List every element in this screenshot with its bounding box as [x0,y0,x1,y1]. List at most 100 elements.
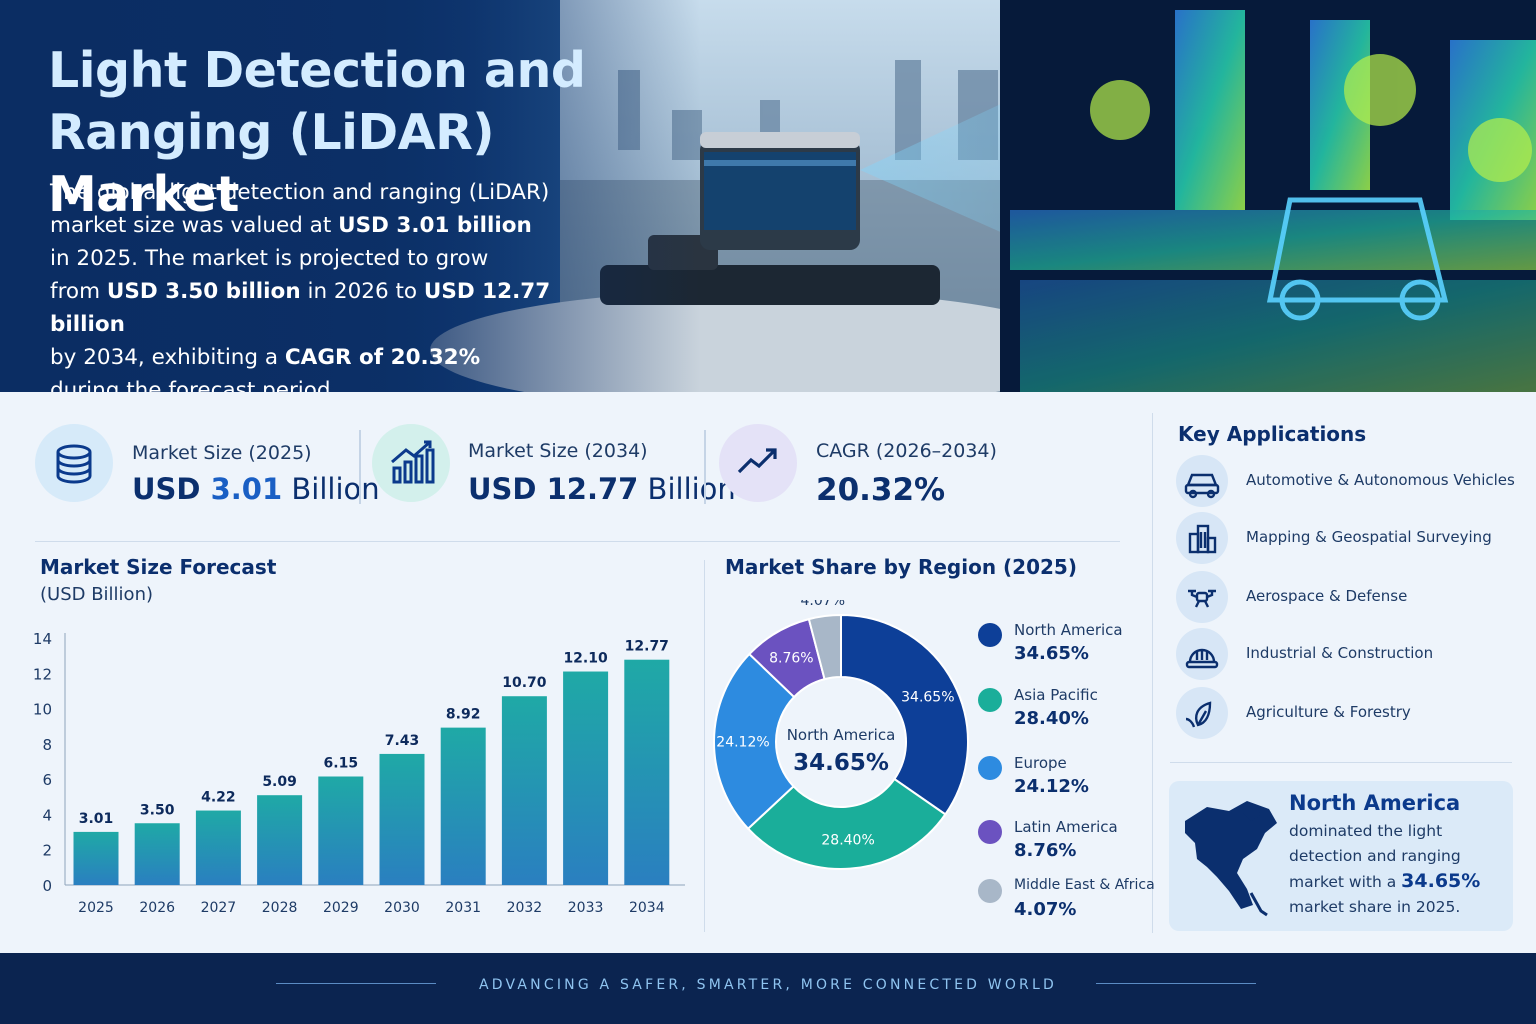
hero-desc-text: by 2034, exhibiting a [50,345,285,370]
section-divider [1170,762,1512,763]
bar-chart-unit: (USD Billion) [40,584,154,605]
x-tick-label: 2030 [384,900,420,916]
legend-value: 34.65% [1014,643,1089,664]
north-america-highlight: North America dominated the light detect… [1169,781,1513,931]
legend-value: 28.40% [1014,708,1089,729]
y-tick-label: 6 [42,771,52,789]
hero-title-line-2: Ranging (LiDAR) Market [48,102,648,226]
app-industrial: Industrial & Construction [1176,628,1516,680]
lidar-hero-illustration [0,0,1536,392]
bar-value-label: 8.92 [446,707,481,723]
legend-swatch [978,623,1002,647]
bar-value-label: 6.15 [324,755,359,771]
bar-value-label: 3.01 [79,811,114,827]
hero-title-line-1: Light Detection and [48,42,586,99]
coins-icon [35,424,113,502]
stat-market-size-2034: Market Size (2034) USD 12.77 Billion [372,424,736,508]
stat-market-size-2025: Market Size (2025) USD 3.01 Billion [35,424,380,508]
x-tick-label: 2031 [445,900,481,916]
hero-desc-text: in 2026 to [300,279,424,304]
slice-europe [713,652,796,831]
app-label: Mapping & Geospatial Surveying [1246,528,1492,546]
trend-up-icon [719,424,797,502]
legend-name: Middle East & Africa [1014,877,1155,893]
app-agriculture: Agriculture & Forestry [1176,687,1516,739]
x-tick-label: 2025 [78,900,114,916]
legend-swatch [978,756,1002,780]
bar-value-label: 12.77 [625,639,669,655]
stat-divider [359,430,361,504]
y-tick-label: 0 [42,877,52,895]
stat-value-prefix: USD [132,472,211,506]
app-automotive: Automotive & Autonomous Vehicles [1176,455,1516,507]
leaf-icon [1176,687,1228,739]
app-label: Automotive & Autonomous Vehicles [1246,471,1515,489]
bar-value-label: 10.70 [502,675,547,691]
x-tick-label: 2028 [262,900,298,916]
app-label: Industrial & Construction [1246,644,1434,662]
growth-chart-icon [372,424,450,502]
slice-asia-pacific [746,777,947,870]
highlight-text-a: dominated the light detection and rangin… [1289,822,1461,891]
stat-value: 20.32% [816,472,945,508]
hero-desc-line: The global light detection and ranging (… [50,180,550,205]
hero-desc-line: from USD 3.50 billion in 2026 to USD 12.… [50,275,610,341]
stat-value-number: 12.77 [546,472,639,506]
hero-desc-line: by 2034, exhibiting a CAGR of 20.32% [50,341,610,374]
slice-label: 8.76% [769,650,813,666]
hero-desc-text: market size was valued at [50,213,339,238]
hero-desc-text: from [50,279,107,304]
highlight-share: 34.65% [1401,870,1481,892]
stat-value-prefix: USD [468,472,547,506]
bar-2026 [134,823,180,885]
hero-desc-highlight: USD 3.50 billion [106,279,301,304]
x-tick-label: 2029 [323,900,359,916]
legend-value: 4.07% [1014,899,1077,920]
footer-divider [1096,983,1256,984]
region-share-donut-chart: 34.65% 28.40% 24.12% 8.76% 4.07% North Americ… [713,600,969,870]
bar-value-label: 7.43 [385,733,420,749]
slice-label: 28.40% [821,833,874,849]
legend-name: Latin America [1014,818,1118,836]
hero-desc-line: market size was valued at USD 3.01 billi… [50,209,610,242]
app-mapping: Mapping & Geospatial Surveying [1176,512,1516,564]
bar-2032 [501,696,547,885]
hero-desc-highlight: USD 12.77 billion [50,279,551,337]
stat-value: USD 12.77 Billion [468,472,736,506]
hero-desc-line: during the forecast period. [50,378,338,392]
legend-name: Europe [1014,754,1067,772]
bar-2025 [73,831,119,885]
bar-value-label: 4.22 [201,790,236,806]
stat-cagr: CAGR (2026–2034) 20.32% [719,424,1019,508]
highlight-text: dominated the light detection and rangin… [1289,819,1509,920]
section-divider [704,560,705,932]
app-label: Aerospace & Defense [1246,587,1408,605]
stat-value-number: 20.32% [816,472,946,508]
y-tick-label: 12 [33,665,52,683]
bar-2033 [563,671,609,885]
highlight-text-c: market share in 2025. [1289,898,1461,916]
x-tick-label: 2027 [201,900,237,916]
stat-label: Market Size (2034) [468,440,648,462]
hard-hat-icon [1176,628,1228,680]
donut-chart-title: Market Share by Region (2025) [725,555,1077,579]
bar-chart-title: Market Size Forecast [40,555,277,579]
legend-swatch [978,820,1002,844]
hero-banner: Light Detection and Ranging (LiDAR) Mark… [0,0,1536,392]
slice-label: 4.07% [801,600,845,609]
bar-2030 [379,753,425,885]
stat-label: CAGR (2026–2034) [816,440,997,462]
hero-description: The global light detection and ranging (… [50,176,610,392]
hero-title-market: Market [48,166,239,223]
stat-label: Market Size (2025) [132,442,312,464]
legend-name: Asia Pacific [1014,686,1098,704]
key-applications-title: Key Applications [1178,422,1367,446]
bar-2028 [257,795,303,885]
hero-desc-highlight: USD 3.01 billion [338,213,532,238]
legend-name: North America [1014,621,1123,639]
hero-title: Light Detection and Ranging (LiDAR) Mark… [48,40,648,226]
north-america-map-icon [1185,801,1277,917]
legend-value: 8.76% [1014,840,1077,861]
stat-divider [704,430,706,504]
x-tick-label: 2032 [507,900,543,916]
